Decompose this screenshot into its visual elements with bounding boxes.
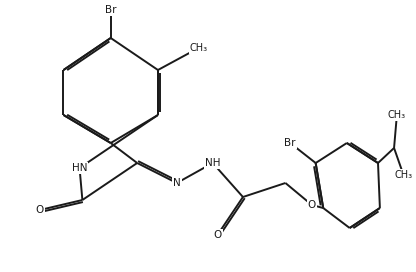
Text: O: O xyxy=(213,230,222,240)
Text: O: O xyxy=(308,200,316,210)
Text: CH₃: CH₃ xyxy=(190,43,208,53)
Text: CH₃: CH₃ xyxy=(388,110,406,120)
Text: HN: HN xyxy=(72,163,87,173)
Text: Br: Br xyxy=(285,138,296,148)
Text: CH₃: CH₃ xyxy=(394,170,413,180)
Text: O: O xyxy=(36,205,44,215)
Text: Br: Br xyxy=(105,5,116,15)
Text: N: N xyxy=(173,178,181,188)
Text: NH: NH xyxy=(205,158,220,168)
